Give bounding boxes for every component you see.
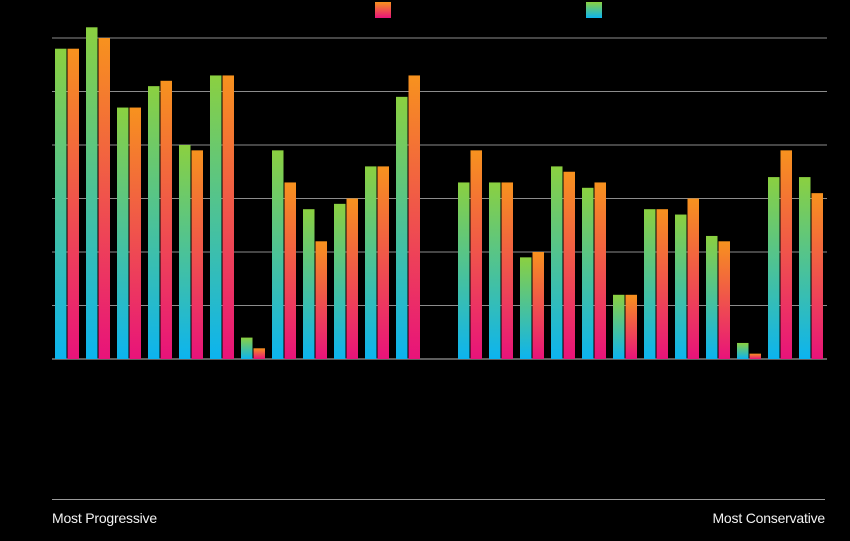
- bar-b-15: [532, 252, 544, 359]
- bar-a-2: [86, 27, 98, 360]
- bar-a-15: [520, 257, 532, 359]
- bar-b-18: [625, 294, 637, 359]
- bar-a-16: [551, 166, 563, 359]
- bar-b-24: [811, 193, 823, 359]
- bar-a-19: [644, 209, 656, 359]
- bar-b-7: [253, 348, 265, 359]
- bar-a-14: [489, 182, 501, 359]
- bar-b-8: [284, 182, 296, 359]
- legend-swatch-cool: [586, 2, 602, 18]
- bar-a-8: [272, 150, 284, 359]
- bar-b-10: [346, 198, 358, 359]
- bar-b-20: [687, 198, 699, 359]
- bar-a-4: [148, 86, 160, 360]
- chart-legend: [375, 2, 602, 18]
- bar-a-12: [396, 96, 408, 359]
- scale-rule: [52, 499, 825, 500]
- bar-b-14: [501, 182, 513, 359]
- bar-a-9: [303, 209, 315, 359]
- bar-a-17: [582, 187, 594, 359]
- bar-a-7: [241, 337, 253, 359]
- bar-b-22: [749, 353, 761, 359]
- chart-bars: [55, 27, 823, 360]
- bar-b-21: [718, 241, 730, 359]
- scale-left-label: Most Progressive: [52, 510, 157, 526]
- bar-a-21: [706, 235, 718, 359]
- bar-a-1: [55, 48, 67, 359]
- bar-b-5: [191, 150, 203, 359]
- bar-a-11: [365, 166, 377, 359]
- bar-b-2: [98, 38, 110, 359]
- bar-b-17: [594, 182, 606, 359]
- bar-b-3: [129, 107, 141, 359]
- bar-b-6: [222, 75, 234, 359]
- bar-a-24: [799, 177, 811, 359]
- bar-a-10: [334, 203, 346, 359]
- bar-a-3: [117, 107, 129, 359]
- bar-a-18: [613, 294, 625, 359]
- bar-b-13: [470, 150, 482, 359]
- bar-b-9: [315, 241, 327, 359]
- bar-b-12: [408, 75, 420, 359]
- bar-b-19: [656, 209, 668, 359]
- bar-a-13: [458, 182, 470, 359]
- scale-right-label: Most Conservative: [712, 510, 825, 526]
- bar-b-16: [563, 171, 575, 359]
- bar-a-20: [675, 214, 687, 359]
- bar-b-4: [160, 80, 172, 360]
- bar-b-1: [67, 48, 79, 359]
- bar-a-23: [768, 177, 780, 359]
- bar-a-6: [210, 75, 222, 359]
- bar-b-11: [377, 166, 389, 359]
- bar-a-5: [179, 145, 191, 359]
- bar-b-23: [780, 150, 792, 359]
- bar-a-22: [737, 342, 749, 359]
- legend-swatch-warm: [375, 2, 391, 18]
